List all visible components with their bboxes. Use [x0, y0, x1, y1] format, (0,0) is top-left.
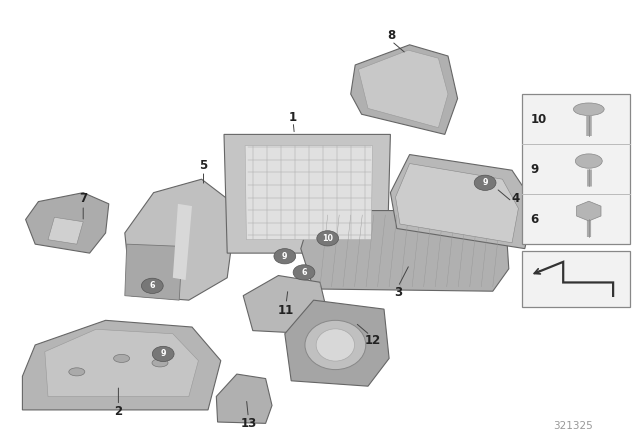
Ellipse shape	[152, 359, 168, 367]
Text: 9: 9	[531, 163, 539, 176]
Text: 6: 6	[301, 268, 307, 277]
Text: 13: 13	[240, 417, 257, 430]
Polygon shape	[285, 300, 389, 386]
Text: 3: 3	[394, 285, 402, 299]
Polygon shape	[390, 155, 534, 249]
Text: 10: 10	[322, 234, 333, 243]
Ellipse shape	[573, 103, 604, 116]
Polygon shape	[351, 45, 458, 134]
Polygon shape	[577, 201, 601, 221]
Polygon shape	[245, 146, 372, 240]
Polygon shape	[358, 50, 448, 128]
Text: 12: 12	[365, 334, 381, 347]
Text: 7: 7	[79, 192, 87, 206]
Text: 5: 5	[200, 159, 207, 172]
Polygon shape	[45, 329, 198, 396]
Circle shape	[141, 278, 163, 293]
Ellipse shape	[305, 320, 366, 370]
Text: 6: 6	[531, 213, 539, 226]
Text: 9: 9	[483, 178, 488, 187]
Ellipse shape	[575, 154, 602, 168]
Text: 8: 8	[388, 29, 396, 43]
Polygon shape	[224, 134, 390, 253]
Ellipse shape	[316, 329, 355, 361]
Text: 11: 11	[278, 303, 294, 317]
Polygon shape	[216, 374, 272, 423]
Polygon shape	[396, 164, 518, 243]
Circle shape	[474, 175, 496, 190]
Text: 4: 4	[512, 191, 520, 205]
Polygon shape	[301, 211, 509, 291]
Circle shape	[152, 346, 174, 362]
FancyBboxPatch shape	[522, 251, 630, 307]
Text: 9: 9	[282, 252, 287, 261]
Polygon shape	[22, 320, 221, 410]
Polygon shape	[125, 179, 237, 300]
Polygon shape	[125, 244, 182, 300]
Polygon shape	[243, 276, 326, 334]
FancyBboxPatch shape	[522, 94, 630, 244]
Text: 6: 6	[150, 281, 155, 290]
Text: 321325: 321325	[553, 421, 593, 431]
Polygon shape	[48, 217, 83, 244]
Text: 1: 1	[289, 111, 297, 124]
Ellipse shape	[69, 368, 84, 376]
Circle shape	[274, 249, 296, 264]
Text: 10: 10	[531, 112, 547, 125]
Ellipse shape	[114, 354, 129, 362]
Polygon shape	[26, 193, 109, 253]
Circle shape	[293, 265, 315, 280]
Text: 2: 2	[115, 405, 122, 418]
Polygon shape	[173, 204, 192, 280]
Text: 9: 9	[161, 349, 166, 358]
Circle shape	[317, 231, 339, 246]
